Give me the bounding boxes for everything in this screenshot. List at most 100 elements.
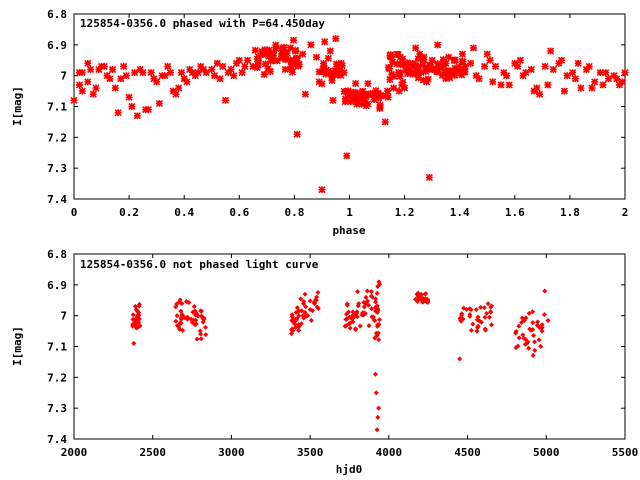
data-point bbox=[131, 340, 137, 346]
data-point bbox=[177, 69, 185, 77]
data-point bbox=[166, 69, 174, 77]
data-point bbox=[481, 305, 487, 311]
data-point bbox=[541, 312, 547, 318]
data-point bbox=[344, 87, 352, 95]
data-point bbox=[342, 96, 350, 104]
data-point bbox=[393, 50, 401, 58]
y-tick-label: 6.8 bbox=[47, 8, 67, 21]
data-point bbox=[458, 50, 466, 58]
data-point bbox=[282, 55, 290, 63]
data-point bbox=[301, 90, 309, 98]
data-point bbox=[332, 60, 340, 68]
data-point bbox=[355, 289, 361, 295]
data-point bbox=[373, 390, 379, 396]
data-point bbox=[302, 291, 308, 297]
data-point bbox=[92, 84, 100, 92]
data-point bbox=[470, 321, 476, 327]
data-point bbox=[130, 312, 136, 318]
y-tick-label: 6.9 bbox=[47, 279, 67, 292]
data-point bbox=[352, 80, 360, 88]
data-point bbox=[299, 50, 307, 58]
y-tick-label: 7.3 bbox=[47, 402, 67, 415]
data-point bbox=[191, 303, 197, 309]
data-point bbox=[216, 75, 224, 83]
data-point bbox=[359, 94, 367, 102]
data-point bbox=[542, 288, 548, 294]
data-point bbox=[364, 288, 370, 294]
data-point bbox=[489, 78, 497, 86]
data-point bbox=[125, 93, 133, 101]
data-point bbox=[468, 327, 474, 333]
data-point bbox=[84, 78, 92, 86]
x-tick-label: 4500 bbox=[454, 446, 481, 459]
chart-title: 125854-0356.0 not phased light curve bbox=[80, 258, 319, 271]
y-tick-label: 7 bbox=[60, 70, 67, 83]
data-point bbox=[413, 65, 421, 73]
data-point bbox=[316, 68, 324, 76]
data-point bbox=[139, 69, 147, 77]
data-point bbox=[147, 69, 155, 77]
data-point bbox=[541, 62, 549, 70]
data-point bbox=[473, 307, 479, 313]
data-point bbox=[516, 56, 524, 64]
y-axis-label: I[mag] bbox=[11, 86, 24, 126]
unphased-plot: 125854-0356.0 not phased light curve I[m… bbox=[11, 248, 638, 476]
data-point bbox=[133, 112, 141, 120]
data-point bbox=[288, 60, 296, 68]
data-point bbox=[241, 62, 249, 70]
data-point bbox=[420, 56, 428, 64]
data-point bbox=[374, 290, 380, 296]
data-point bbox=[457, 356, 463, 362]
data-point bbox=[486, 314, 492, 320]
data-point bbox=[376, 405, 382, 411]
data-point bbox=[260, 70, 268, 78]
data-point bbox=[478, 304, 484, 310]
data-point bbox=[308, 317, 314, 323]
x-tick-label: 1.2 bbox=[395, 206, 415, 219]
data-point bbox=[621, 69, 629, 77]
data-point bbox=[331, 67, 339, 75]
x-tick-label: 3500 bbox=[297, 446, 324, 459]
data-point bbox=[366, 90, 374, 98]
data-point bbox=[251, 46, 259, 54]
data-point bbox=[538, 343, 544, 349]
data-point bbox=[474, 328, 480, 334]
data-point bbox=[469, 44, 477, 52]
data-point bbox=[312, 53, 320, 61]
data-point bbox=[293, 130, 301, 138]
x-tick-label: 0.4 bbox=[174, 206, 194, 219]
data-point bbox=[402, 66, 410, 74]
data-point bbox=[571, 75, 579, 83]
data-point bbox=[585, 62, 593, 70]
x-tick-label: 2000 bbox=[61, 446, 88, 459]
x-tick-label: 2 bbox=[622, 206, 629, 219]
data-point bbox=[70, 96, 78, 104]
x-tick-label: 1.8 bbox=[560, 206, 580, 219]
data-point bbox=[111, 84, 119, 92]
data-point bbox=[434, 41, 442, 49]
data-point bbox=[577, 84, 585, 92]
data-point bbox=[368, 289, 374, 295]
data-point bbox=[169, 87, 177, 95]
data-point bbox=[315, 290, 321, 296]
data-point bbox=[357, 323, 363, 329]
data-point bbox=[591, 78, 599, 86]
data-point bbox=[219, 62, 227, 70]
data-point bbox=[318, 186, 326, 194]
data-point bbox=[451, 56, 459, 64]
x-tick-label: 3000 bbox=[218, 446, 245, 459]
y-tick-label: 7.1 bbox=[47, 341, 67, 354]
data-point bbox=[530, 320, 536, 326]
data-point bbox=[78, 87, 86, 95]
data-point bbox=[388, 70, 396, 78]
data-point bbox=[272, 45, 280, 53]
data-point bbox=[332, 35, 340, 43]
data-point bbox=[198, 336, 204, 342]
data-point bbox=[87, 66, 95, 73]
data-point bbox=[280, 43, 288, 51]
x-tick-label: 5500 bbox=[612, 446, 639, 459]
data-point bbox=[599, 81, 607, 89]
data-point bbox=[449, 70, 457, 78]
x-tick-label: 0.8 bbox=[284, 206, 304, 219]
data-point bbox=[480, 62, 488, 70]
